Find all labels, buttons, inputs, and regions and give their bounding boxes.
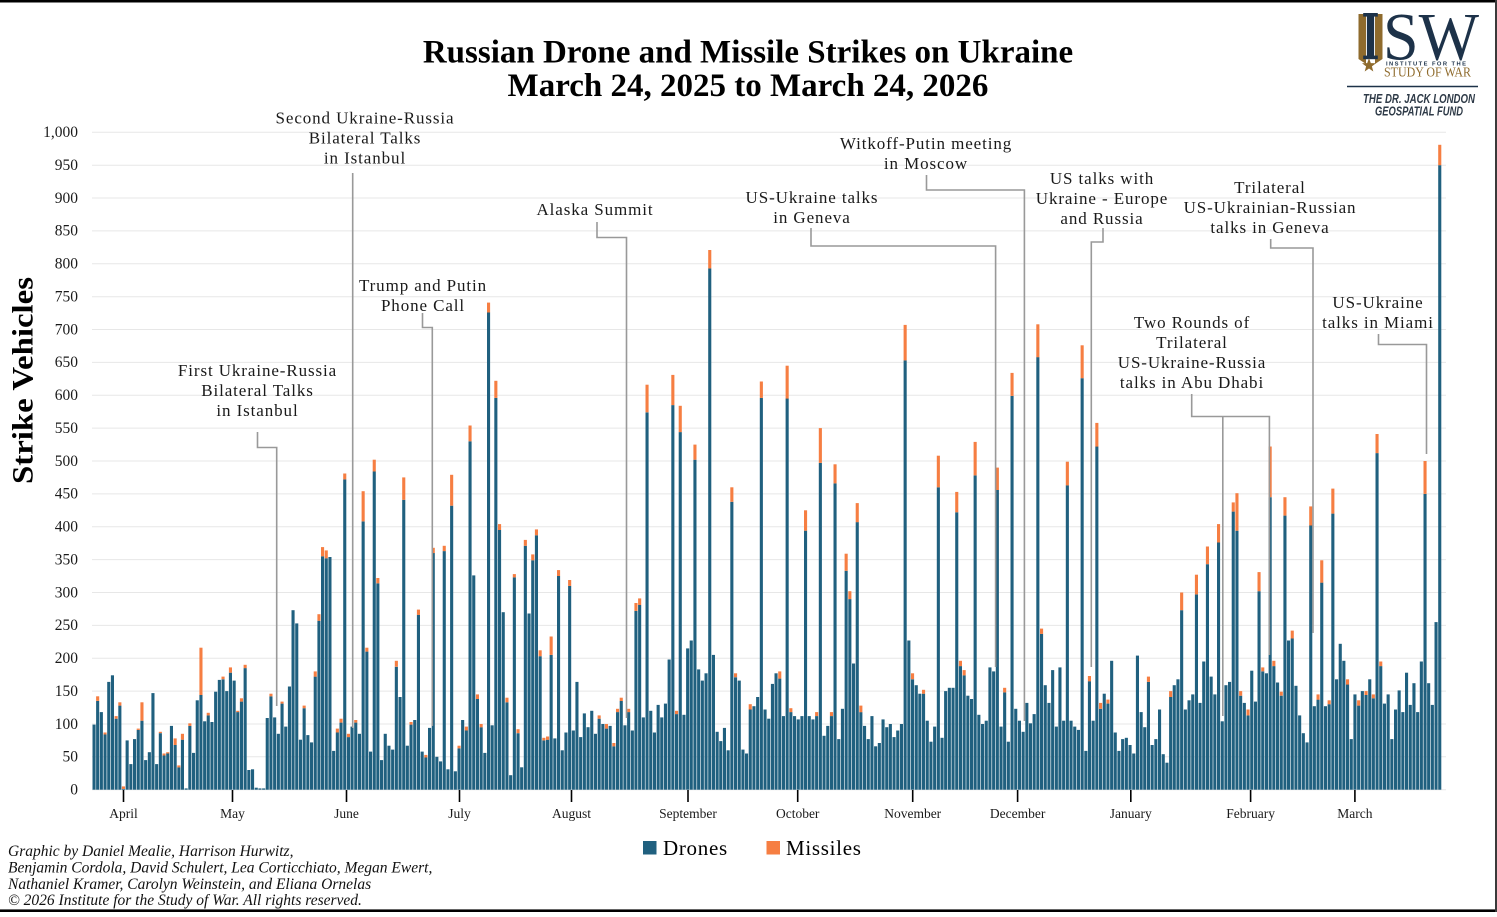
svg-text:US talks with: US talks with: [1050, 169, 1154, 188]
svg-text:December: December: [990, 806, 1046, 821]
svg-text:SW: SW: [1383, 0, 1480, 75]
svg-text:in Istanbul: in Istanbul: [216, 401, 298, 420]
svg-text:Graphic by Daniel Mealie, Harr: Graphic by Daniel Mealie, Harrison Hurwi…: [8, 843, 293, 860]
svg-text:Alaska Summit: Alaska Summit: [536, 200, 653, 219]
svg-text:500: 500: [55, 453, 79, 470]
svg-text:750: 750: [55, 289, 79, 306]
svg-text:850: 850: [55, 223, 79, 240]
svg-text:talks in Geneva: talks in Geneva: [1210, 218, 1329, 237]
svg-text:100: 100: [55, 716, 79, 733]
svg-text:talks in Miami: talks in Miami: [1322, 313, 1434, 332]
svg-text:Phone Call: Phone Call: [381, 296, 465, 315]
svg-text:600: 600: [55, 387, 79, 404]
svg-text:First Ukraine-Russia: First Ukraine-Russia: [178, 361, 337, 380]
svg-text:in Geneva: in Geneva: [773, 208, 851, 227]
svg-text:© 2026 Institute for the Study: © 2026 Institute for the Study of War. A…: [8, 892, 362, 909]
svg-text:June: June: [334, 806, 359, 821]
svg-text:200: 200: [55, 650, 79, 667]
svg-text:Witkoff-Putin meeting: Witkoff-Putin meeting: [840, 134, 1012, 153]
svg-text:Second Ukraine-Russia: Second Ukraine-Russia: [276, 109, 455, 128]
svg-text:1,000: 1,000: [43, 124, 78, 141]
svg-text:650: 650: [55, 354, 79, 371]
svg-text:May: May: [220, 806, 245, 821]
svg-text:April: April: [109, 806, 138, 821]
svg-text:GEOSPATIAL FUND: GEOSPATIAL FUND: [1375, 105, 1463, 119]
svg-text:550: 550: [55, 420, 79, 437]
svg-text:0: 0: [70, 782, 78, 799]
svg-text:350: 350: [55, 551, 79, 568]
svg-text:Nathaniel Kramer, Carolyn Wein: Nathaniel Kramer, Carolyn Weinstein, and…: [7, 876, 371, 893]
svg-text:950: 950: [55, 157, 79, 174]
svg-text:700: 700: [55, 321, 79, 338]
svg-text:US-Ukraine: US-Ukraine: [1332, 293, 1423, 312]
svg-text:January: January: [1110, 806, 1152, 821]
svg-text:September: September: [659, 806, 717, 821]
svg-text:March: March: [1337, 806, 1372, 821]
svg-text:300: 300: [55, 584, 79, 601]
svg-text:Ukraine - Europe: Ukraine - Europe: [1036, 189, 1168, 208]
svg-text:US-Ukraine talks: US-Ukraine talks: [746, 188, 879, 207]
svg-text:Strike Vehicles: Strike Vehicles: [7, 277, 40, 484]
svg-text:July: July: [448, 806, 471, 821]
svg-text:in Istanbul: in Istanbul: [324, 149, 406, 168]
svg-text:Missiles: Missiles: [786, 836, 862, 860]
svg-text:Trump and Putin: Trump and Putin: [359, 276, 487, 295]
svg-text:50: 50: [63, 749, 79, 766]
svg-text:Trilateral: Trilateral: [1156, 333, 1228, 352]
svg-text:US-Ukrainian-Russian: US-Ukrainian-Russian: [1184, 198, 1357, 217]
svg-text:November: November: [884, 806, 941, 821]
svg-text:August: August: [552, 806, 591, 821]
svg-text:Drones: Drones: [663, 836, 728, 860]
svg-text:February: February: [1226, 806, 1275, 821]
svg-text:900: 900: [55, 190, 79, 207]
svg-text:US-Ukraine-Russia: US-Ukraine-Russia: [1118, 353, 1266, 372]
svg-text:STUDY OF WAR: STUDY OF WAR: [1384, 65, 1472, 80]
svg-text:Benjamin Cordola, David Schule: Benjamin Cordola, David Schulert, Lea Co…: [8, 859, 432, 876]
svg-text:Russian Drone and Missile Stri: Russian Drone and Missile Strikes on Ukr…: [423, 35, 1073, 71]
svg-text:in Moscow: in Moscow: [884, 154, 968, 173]
svg-text:talks in Abu Dhabi: talks in Abu Dhabi: [1120, 373, 1264, 392]
svg-text:800: 800: [55, 256, 79, 273]
svg-text:450: 450: [55, 486, 79, 503]
svg-text:March 24, 2025 to March 24, 20: March 24, 2025 to March 24, 2026: [508, 68, 989, 104]
svg-text:INSTITUTE FOR THE: INSTITUTE FOR THE: [1386, 62, 1466, 68]
svg-text:October: October: [776, 806, 820, 821]
svg-text:Two Rounds of: Two Rounds of: [1134, 313, 1250, 332]
svg-text:THE DR. JACK LONDON: THE DR. JACK LONDON: [1363, 92, 1476, 106]
svg-text:250: 250: [55, 617, 79, 634]
svg-text:Trilateral: Trilateral: [1234, 178, 1306, 197]
svg-text:Bilateral Talks: Bilateral Talks: [309, 129, 422, 148]
svg-text:and Russia: and Russia: [1060, 209, 1143, 228]
svg-text:400: 400: [55, 519, 79, 536]
svg-text:150: 150: [55, 683, 79, 700]
svg-text:Bilateral Talks: Bilateral Talks: [201, 381, 314, 400]
